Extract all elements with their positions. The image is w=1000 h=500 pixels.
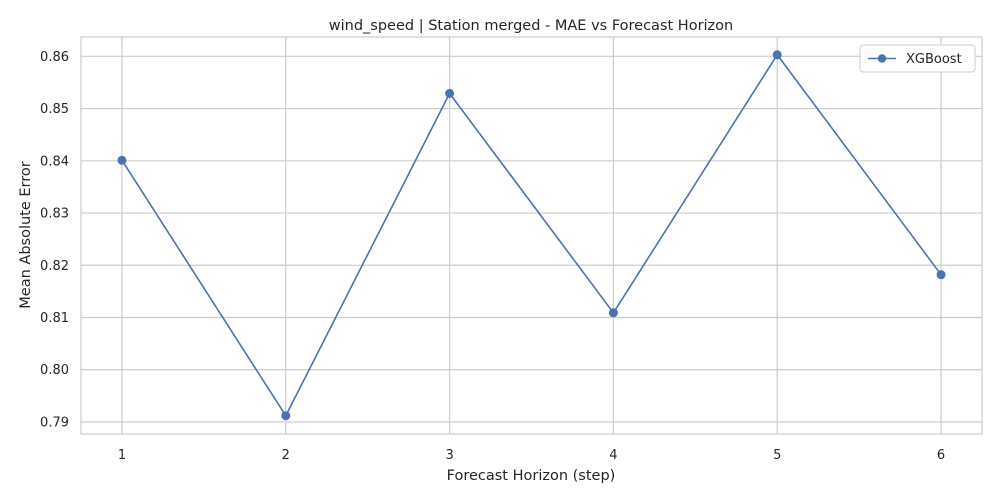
legend: XGBoost [859, 44, 976, 73]
x-tick-label: 1 [118, 448, 126, 463]
data-point [608, 308, 618, 318]
x-tick-label: 2 [282, 448, 290, 463]
y-tick-label: 0.85 [40, 102, 69, 117]
y-tick-label: 0.84 [40, 154, 69, 169]
series [117, 50, 946, 421]
y-tick-label: 0.81 [40, 311, 69, 326]
chart-title: wind_speed | Station merged - MAE vs For… [329, 18, 733, 34]
data-point [445, 88, 455, 98]
legend-marker [877, 54, 887, 63]
x-axis-label: Forecast Horizon (step) [447, 468, 616, 484]
legend-box [859, 44, 976, 73]
data-point [281, 411, 291, 421]
y-tick-label: 0.80 [40, 363, 69, 378]
data-point [936, 270, 946, 280]
series-line-xgboost [121, 53, 942, 417]
plot-frame [80, 36, 983, 435]
x-tick-label: 5 [773, 448, 781, 463]
y-tick-label: 0.83 [40, 207, 69, 222]
y-tick-label: 0.86 [40, 50, 69, 65]
y-axis-label: Mean Absolute Error [18, 161, 34, 308]
data-point [117, 155, 127, 165]
x-tick-label: 4 [609, 448, 617, 463]
y-tick-label: 0.82 [40, 259, 69, 274]
legend-label: XGBoost [906, 52, 962, 67]
x-tick-label: 6 [937, 448, 945, 463]
y-tick-label: 0.79 [40, 415, 69, 430]
plot-area [81, 37, 982, 434]
x-ticks: 1 2 3 4 5 6 [118, 448, 945, 463]
data-point [772, 50, 782, 60]
x-tick-label: 3 [445, 448, 453, 463]
y-ticks: 0.79 0.80 0.81 0.82 0.83 0.84 0.85 0.86 [40, 50, 69, 431]
grid [81, 37, 982, 434]
